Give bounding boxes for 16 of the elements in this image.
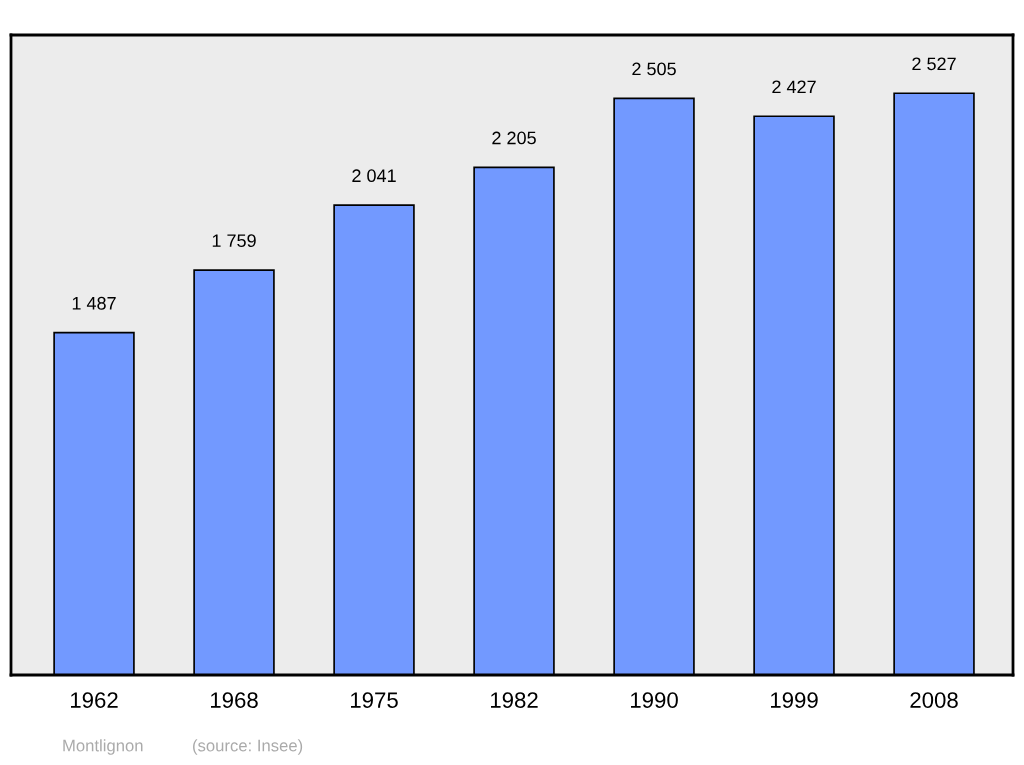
data-label: 2 505 — [632, 62, 676, 76]
x-tick-label: 1999 — [771, 692, 818, 708]
data-label: 1 759 — [212, 234, 256, 248]
data-label: 2 527 — [912, 57, 956, 71]
text: Montlignon — [63, 739, 143, 755]
x-tick-label: 1968 — [211, 692, 258, 708]
x-tick-label: 1982 — [491, 692, 538, 708]
x-tick-label: 1975 — [351, 692, 398, 708]
data-label: 1 487 — [72, 296, 116, 310]
x-tick-label: 1990 — [631, 692, 678, 708]
x-tick-label: 2008 — [910, 692, 958, 708]
x-tick-label: 1962 — [71, 692, 118, 708]
data-label: 2 427 — [772, 80, 816, 94]
text: (source: Insee) — [193, 739, 303, 755]
data-label: 2 041 — [352, 169, 396, 183]
data-label: 2 205 — [492, 131, 536, 145]
